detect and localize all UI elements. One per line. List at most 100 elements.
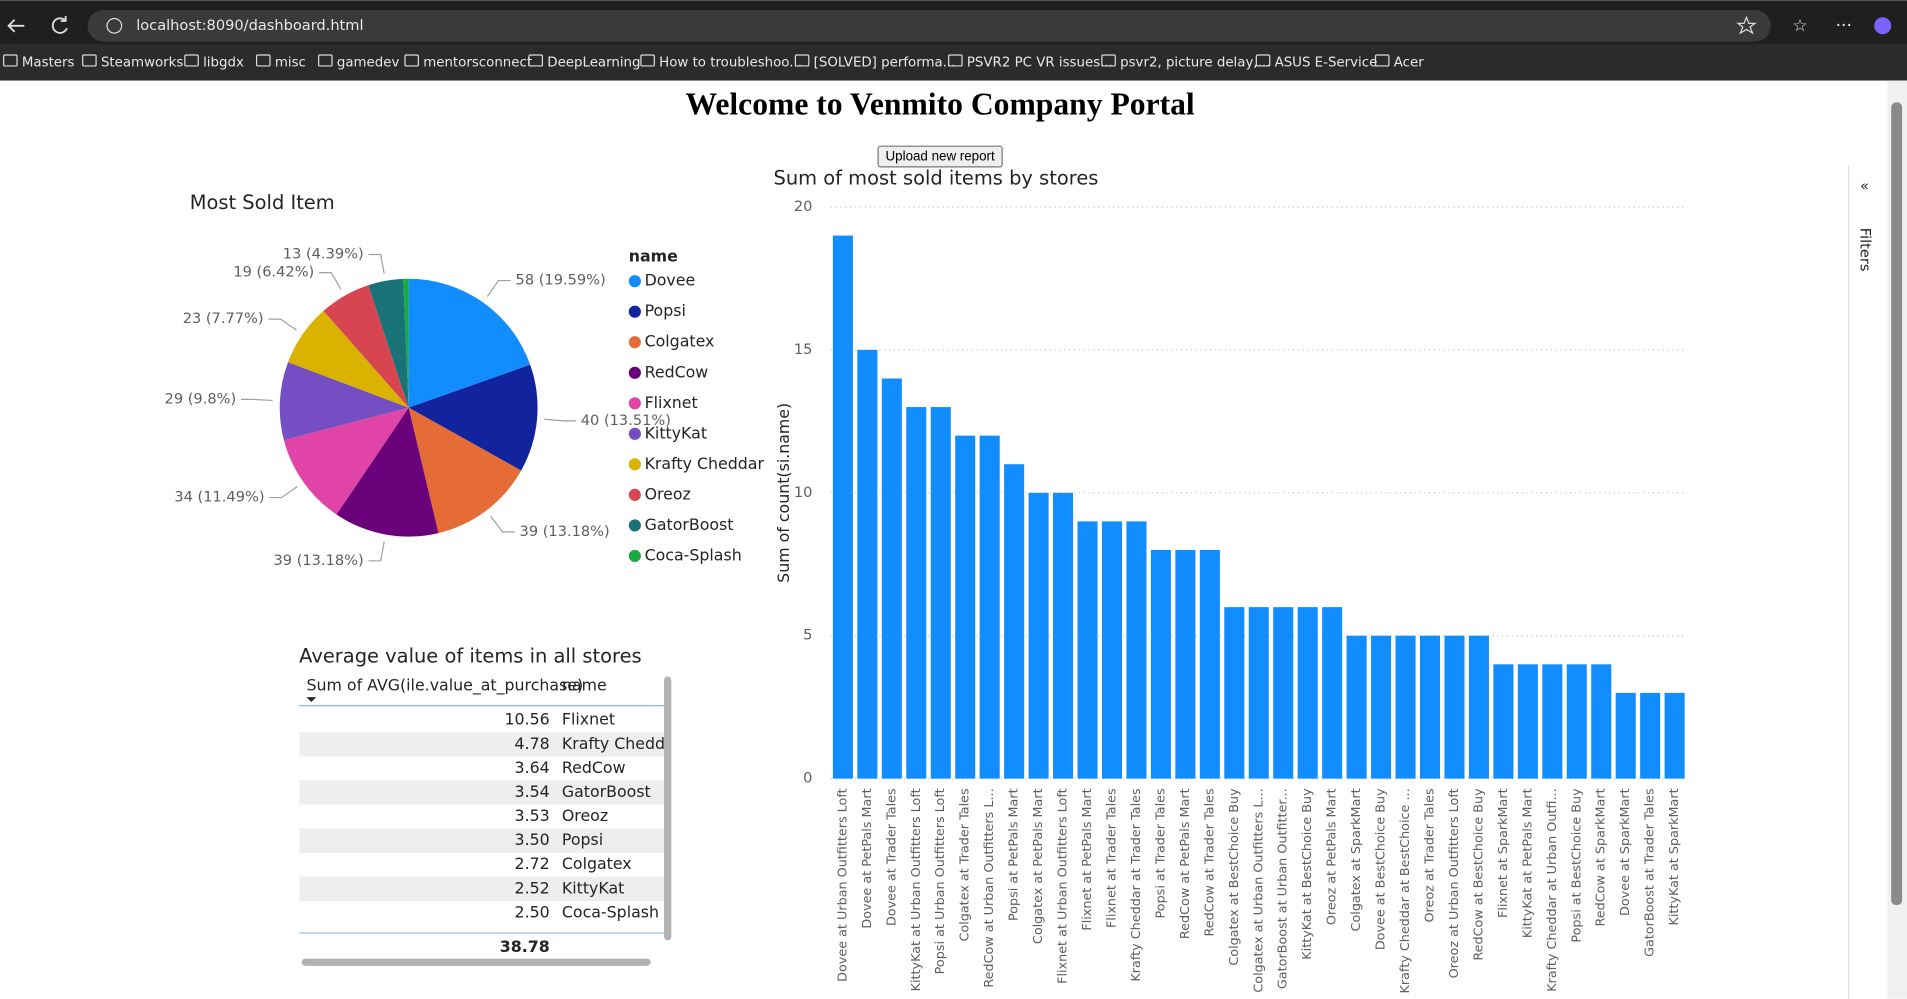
filters-label[interactable]: Filters xyxy=(1856,228,1873,272)
bar[interactable] xyxy=(1297,607,1318,779)
leader-line xyxy=(490,515,515,533)
bar[interactable] xyxy=(1468,635,1489,779)
bookmark-icon[interactable] xyxy=(82,54,97,67)
page-scrollbar-thumb[interactable] xyxy=(1891,102,1903,906)
bar[interactable] xyxy=(1248,607,1269,779)
bar[interactable] xyxy=(1419,635,1441,779)
bar[interactable] xyxy=(881,378,902,779)
bookmark[interactable]: mentorsconnect xyxy=(423,55,532,70)
bookmark[interactable]: misc xyxy=(275,55,306,70)
page-title: Welcome to Venmito Company Portal xyxy=(686,87,1195,122)
table-vscroll[interactable] xyxy=(664,676,672,941)
bookmark[interactable]: Steamworks xyxy=(101,55,183,70)
bar[interactable] xyxy=(1150,549,1171,779)
bar[interactable] xyxy=(1224,607,1245,779)
legend-entry: Colgatex xyxy=(645,332,715,351)
bar[interactable] xyxy=(1395,635,1416,779)
bookmark[interactable]: libgdx xyxy=(203,55,244,70)
bar[interactable] xyxy=(930,407,951,779)
bookmark-icon[interactable] xyxy=(1374,54,1390,67)
legend-entry: GatorBoost xyxy=(645,515,734,534)
bar[interactable] xyxy=(1175,549,1196,779)
legend-entry: Dovee xyxy=(645,271,696,290)
column-header[interactable]: Sum of AVG(ile.value_at_purchase) xyxy=(306,676,583,696)
copilot-icon[interactable] xyxy=(1874,17,1892,35)
bar[interactable] xyxy=(1126,521,1147,779)
bar[interactable] xyxy=(1004,464,1025,779)
data-label: 40 (13.51%) xyxy=(581,412,671,429)
cell: 3.64 xyxy=(515,758,550,777)
bookmark-icon[interactable] xyxy=(528,54,544,67)
site-info-icon[interactable] xyxy=(106,17,123,34)
bookmark[interactable]: gamedev xyxy=(337,55,400,70)
favorites-button[interactable]: ☆ xyxy=(1792,16,1807,36)
column-header[interactable]: name xyxy=(562,676,607,695)
bar[interactable] xyxy=(906,407,927,779)
bookmark[interactable]: Masters xyxy=(22,55,75,70)
bookmark[interactable]: DeepLearning xyxy=(547,55,640,70)
address-bar[interactable] xyxy=(87,9,1771,42)
bookmark[interactable]: PSVR2 PC VR issues... xyxy=(967,55,1113,70)
bar[interactable] xyxy=(1077,521,1098,779)
bookmarks-bar xyxy=(0,44,1907,81)
cell: 3.53 xyxy=(515,806,550,825)
favorite-icon[interactable] xyxy=(1736,15,1757,35)
bookmark-icon[interactable] xyxy=(794,54,810,67)
bar[interactable] xyxy=(1028,492,1049,779)
reload-button[interactable] xyxy=(51,16,68,34)
bookmark-icon[interactable] xyxy=(1101,54,1116,67)
x-tick-label: Popsi at BestChoice Buy xyxy=(1569,788,1584,943)
bar[interactable] xyxy=(1371,635,1392,779)
bar[interactable] xyxy=(857,349,878,779)
pie-slice xyxy=(279,362,409,441)
bookmark-icon[interactable] xyxy=(3,54,18,67)
bar[interactable] xyxy=(1517,664,1538,779)
bookmark[interactable]: How to troubleshoo... xyxy=(659,55,802,70)
x-tick-label: Dovee at PetPals Mart xyxy=(860,788,875,928)
pie-slice xyxy=(403,278,409,408)
bar[interactable] xyxy=(1322,607,1343,779)
bar[interactable] xyxy=(1199,549,1220,779)
y-tick-label: 20 xyxy=(794,198,813,215)
bookmark[interactable]: psvr2, picture delay,... xyxy=(1120,55,1270,70)
bar[interactable] xyxy=(1542,664,1563,779)
x-tick-label: Dovee at Trader Tales xyxy=(884,788,899,926)
cell: Colgatex xyxy=(562,854,632,873)
bar[interactable] xyxy=(1273,607,1294,779)
bar[interactable] xyxy=(1101,521,1123,779)
filters-collapse[interactable]: « xyxy=(1860,177,1869,194)
bookmark-icon[interactable] xyxy=(184,54,199,67)
bookmark[interactable]: ASUS E-Service xyxy=(1275,55,1378,70)
bar[interactable] xyxy=(1591,664,1612,779)
bookmark-icon[interactable] xyxy=(404,54,419,67)
bar[interactable] xyxy=(1444,635,1465,779)
bar[interactable] xyxy=(1566,664,1587,779)
x-tick-label: Colgatex at PetPals Mart xyxy=(1031,788,1046,944)
x-tick-label: Popsi at Trader Tales xyxy=(1153,788,1168,918)
bookmark-icon[interactable] xyxy=(948,54,963,67)
bar[interactable] xyxy=(955,435,976,779)
bookmark[interactable]: [SOLVED] performa... xyxy=(814,55,956,70)
bar[interactable] xyxy=(1640,692,1661,779)
bookmark[interactable]: Acer xyxy=(1394,55,1424,70)
bookmark-icon[interactable] xyxy=(1255,54,1271,67)
menu-button[interactable]: ··· xyxy=(1836,16,1852,36)
bar[interactable] xyxy=(979,435,1000,779)
bookmark-icon[interactable] xyxy=(318,54,333,67)
upload-button-label[interactable]: Upload new report xyxy=(886,149,995,164)
leader-line xyxy=(269,485,298,499)
bar[interactable] xyxy=(1346,635,1367,779)
bar[interactable] xyxy=(1615,692,1636,779)
bar[interactable] xyxy=(1664,692,1685,779)
bar[interactable] xyxy=(1053,492,1074,779)
bar[interactable] xyxy=(832,235,853,779)
back-button[interactable] xyxy=(7,19,25,33)
table-hscroll[interactable] xyxy=(301,958,651,966)
bar[interactable] xyxy=(1493,664,1514,779)
upload-button[interactable] xyxy=(877,145,1003,168)
bookmark-icon[interactable] xyxy=(256,54,271,67)
leader-line xyxy=(544,418,576,422)
leader-line xyxy=(241,398,273,402)
bookmark-icon[interactable] xyxy=(640,54,655,67)
